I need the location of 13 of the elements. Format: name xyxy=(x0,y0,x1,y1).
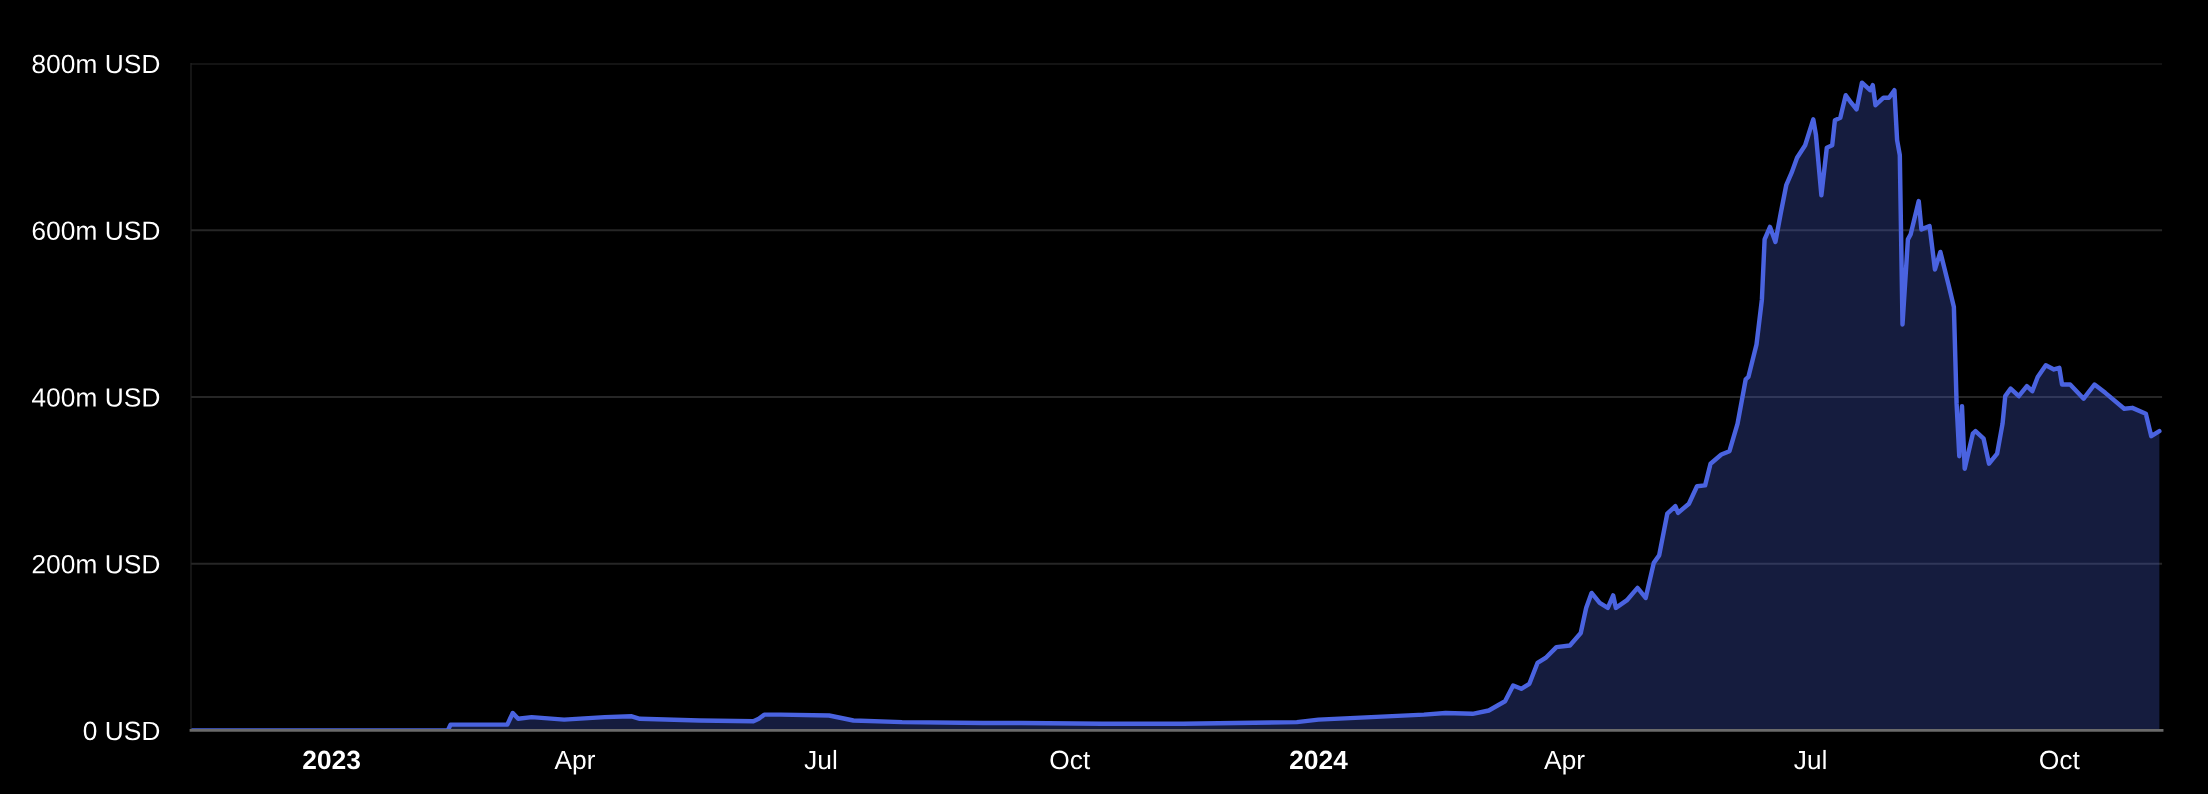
y-tick-label: 600m USD xyxy=(32,221,160,241)
y-tick-label: 200m USD xyxy=(32,554,160,574)
x-tick-label: Jul xyxy=(1794,749,1826,770)
x-tick-label: Apr xyxy=(554,750,596,775)
y-tick-label: 800m USD xyxy=(32,54,160,74)
x-tick-label: Oct xyxy=(1050,750,1091,770)
x-tick-label: Jul xyxy=(804,749,837,770)
x-tick-label: Oct xyxy=(2040,750,2080,770)
y-tick-label: 0 USD xyxy=(83,721,160,741)
x-tick-label: Apr xyxy=(1544,750,1585,775)
x-tick-label: 2024 xyxy=(1290,750,1348,770)
y-tick-label: 400m USD xyxy=(31,388,160,407)
x-tick-label: 2023 xyxy=(303,750,360,770)
